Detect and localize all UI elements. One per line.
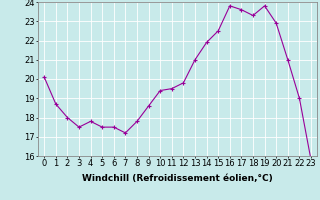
X-axis label: Windchill (Refroidissement éolien,°C): Windchill (Refroidissement éolien,°C) <box>82 174 273 183</box>
